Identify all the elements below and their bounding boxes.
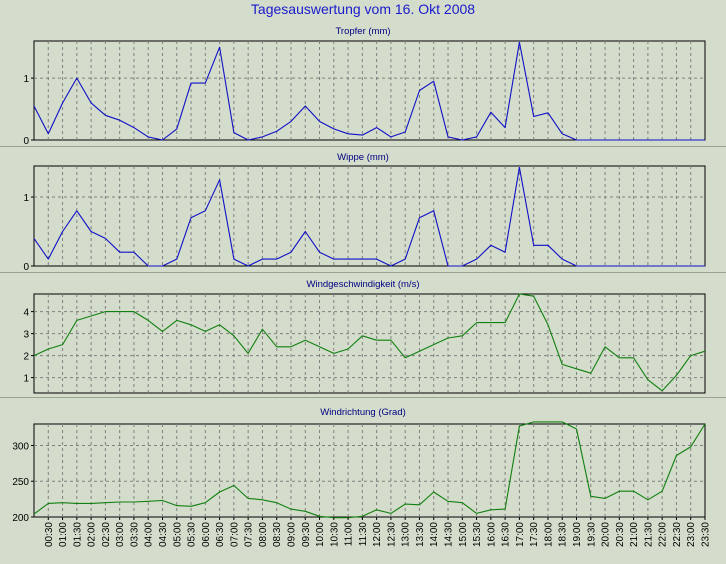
x-tick-label: 21:00	[629, 522, 640, 547]
panel-title: Wippe (mm)	[337, 152, 389, 163]
x-tick-label: 18:30	[558, 522, 569, 547]
panel-title: Windrichtung (Grad)	[320, 407, 406, 418]
x-tick-label: 16:30	[501, 522, 512, 547]
x-tick-label: 10:30	[329, 522, 340, 547]
plot-frame	[33, 40, 706, 141]
x-tick-label: 08:30	[272, 522, 283, 547]
y-tick-label: 0	[23, 262, 29, 273]
chart-title: Tagesauswertung vom 16. Okt 2008	[250, 1, 476, 17]
panel-title: Windgeschwindigkeit (m/s)	[307, 279, 420, 290]
x-tick-label: 18:00	[543, 522, 554, 547]
x-tick-label: 13:30	[415, 522, 426, 547]
x-tick-label: 11:30	[358, 522, 369, 547]
x-tick-label: 14:30	[444, 522, 455, 547]
series-line	[33, 166, 705, 267]
x-tick-label: 07:30	[244, 522, 255, 547]
x-tick-label: 22:30	[672, 522, 683, 547]
x-tick-label: 10:00	[315, 522, 326, 547]
x-tick-label: 21:30	[643, 522, 654, 547]
x-tick-label: 17:00	[515, 522, 526, 547]
plot-frame	[33, 423, 706, 518]
series-line	[33, 293, 706, 392]
x-tick-label: 09:00	[286, 522, 297, 547]
x-tick-label: 03:30	[129, 522, 140, 547]
x-tick-label: 12:00	[372, 522, 383, 547]
x-tick-label: 19:30	[586, 522, 597, 547]
x-tick-label: 06:30	[215, 522, 226, 547]
x-tick-label: 04:30	[158, 522, 169, 547]
x-tick-label: 14:00	[429, 522, 440, 547]
x-tick-label: 16:00	[486, 522, 497, 547]
x-tick-label: 12:30	[386, 522, 397, 547]
x-tick-label: 15:30	[472, 522, 483, 547]
x-tick-label: 23:30	[701, 522, 712, 547]
y-tick-label: 1	[23, 74, 29, 85]
x-tick-label: 23:00	[686, 522, 697, 547]
x-tick-label: 22:00	[658, 522, 669, 547]
y-tick-label: 1	[23, 193, 29, 204]
x-tick-label: 09:30	[301, 522, 312, 547]
x-tick-label: 13:00	[401, 522, 412, 547]
series-line	[33, 421, 706, 519]
x-tick-label: 15:00	[458, 522, 469, 547]
x-tick-label: 20:00	[601, 522, 612, 547]
x-tick-label: 11:00	[344, 522, 355, 547]
x-tick-label: 01:30	[72, 522, 83, 547]
x-tick-label: 17:30	[529, 522, 540, 547]
x-tick-label: 05:30	[187, 522, 198, 547]
panel-title: Tropfer (mm)	[335, 26, 390, 37]
y-tick-label: 3	[23, 330, 29, 341]
y-tick-label: 2	[23, 352, 29, 363]
x-tick-label: 19:00	[572, 522, 583, 547]
x-tick-label: 08:00	[258, 522, 269, 547]
x-tick-label: 02:30	[101, 522, 112, 547]
y-tick-label: 1	[23, 374, 29, 385]
plot-frame	[33, 165, 706, 267]
x-tick-label: 00:30	[44, 522, 55, 547]
y-tick-label: 300	[12, 441, 29, 452]
y-tick-label: 4	[23, 308, 29, 319]
panel-separator	[0, 397, 726, 398]
y-tick-label: 200	[12, 513, 29, 524]
plot-frame	[33, 293, 706, 394]
x-tick-label: 01:00	[58, 522, 69, 547]
panel-separator	[0, 146, 726, 147]
y-tick-label: 0	[23, 136, 29, 147]
x-tick-label: 02:00	[87, 522, 98, 547]
x-tick-label: 06:00	[201, 522, 212, 547]
x-tick-label: 20:30	[615, 522, 626, 547]
series-line	[33, 41, 705, 141]
x-tick-label: 05:00	[172, 522, 183, 547]
x-tick-label: 03:00	[115, 522, 126, 547]
panel-separator	[0, 272, 726, 273]
x-tick-label: 07:00	[229, 522, 240, 547]
y-tick-label: 250	[12, 477, 29, 488]
x-tick-label: 04:00	[144, 522, 155, 547]
